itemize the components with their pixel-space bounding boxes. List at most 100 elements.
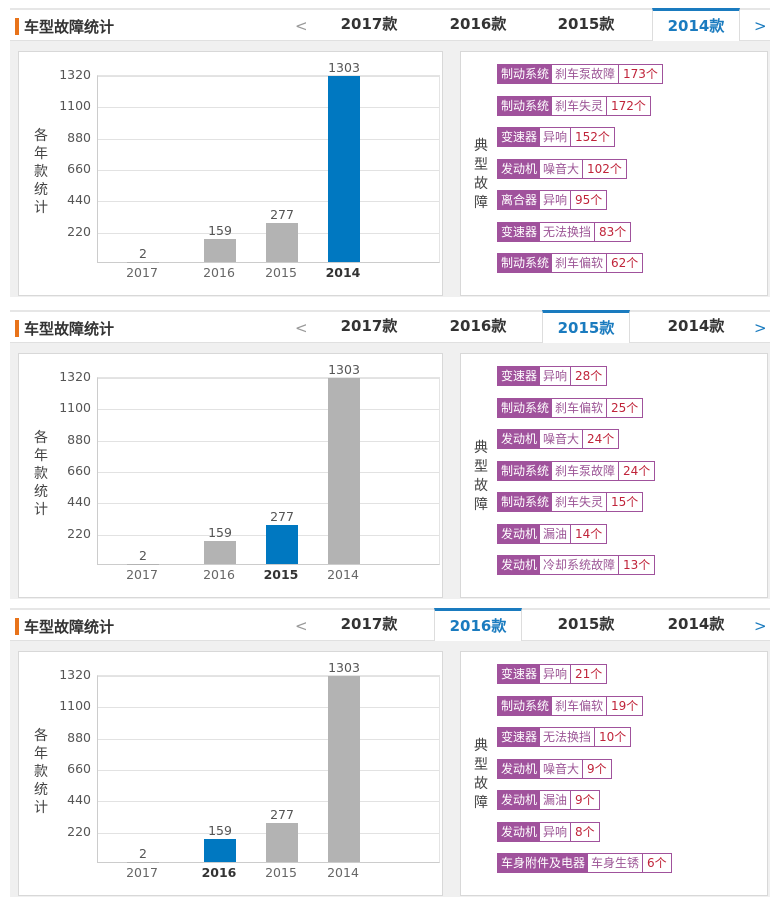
next-arrow-icon[interactable]: > (754, 17, 767, 35)
fault-tag[interactable]: 变速器 异响 152个 (497, 127, 615, 147)
bar-2016[interactable] (204, 541, 236, 564)
bar-2014[interactable] (328, 378, 360, 564)
fault-tag[interactable]: 变速器 无法换挡 10个 (497, 727, 632, 747)
next-arrow-icon[interactable]: > (754, 319, 767, 337)
y-tick-label: 660 (67, 161, 91, 176)
y-tick-label: 1100 (59, 400, 91, 416)
bar-2016[interactable] (204, 839, 236, 862)
bar-2016[interactable] (204, 239, 236, 262)
fault-count: 9个 (583, 759, 611, 778)
fault-tag[interactable]: 发动机 漏油 14个 (497, 523, 608, 544)
x-tick-label: 2015 (263, 567, 299, 582)
fault-symptom: 漏油 (540, 791, 572, 809)
panel-body: 各年款统计 220 440 660 880 1100 1320 2 159 277 1303 2017… (10, 641, 770, 897)
bar-chart: 各年款统计 220 440 660 880 1100 1320 2 159 277 1303 2017… (18, 651, 443, 896)
bar-value-label: 1303 (328, 362, 360, 378)
fault-tag[interactable]: 变速器 异响 28个 (497, 366, 608, 386)
x-tick-label: 2014 (327, 865, 359, 880)
fault-category: 发动机 (498, 430, 541, 448)
faults-title: 典型故障 (474, 440, 488, 513)
fault-count: 19个 (607, 696, 643, 715)
bar-value-label: 2 (139, 547, 147, 563)
fault-tag[interactable]: 制动系统 刹车泵故障 173个 (497, 64, 663, 84)
fault-count: 24个 (583, 430, 619, 448)
fault-tag[interactable]: 车身附件及电器 车身生锈 6个 (497, 853, 672, 873)
fault-symptom: 漏油 (540, 524, 572, 543)
x-tick-label: 2014 (325, 265, 361, 280)
y-tick-label: 880 (67, 129, 91, 145)
gridline (98, 138, 439, 140)
fault-tag[interactable]: 变速器 异响 21个 (497, 664, 608, 684)
tab-year-2017[interactable]: 2017款 (340, 15, 398, 33)
tab-year-2015[interactable]: 2015款 (557, 615, 615, 633)
fault-category: 发动机 (498, 791, 541, 809)
fault-category: 车身附件及电器 (498, 854, 589, 872)
tab-year-2015[interactable]: 2015款 (557, 15, 615, 33)
bar-2015[interactable] (266, 822, 298, 862)
fault-count: 13个 (619, 556, 655, 574)
fault-symptom: 异响 (540, 822, 572, 841)
gridline (98, 503, 439, 505)
prev-arrow-icon[interactable]: < (295, 617, 308, 635)
x-tick-label: 2016 (201, 865, 237, 880)
fault-count: 24个 (619, 461, 655, 480)
fault-category: 制动系统 (498, 96, 553, 115)
fault-tag[interactable]: 制动系统 刹车失灵 15个 (497, 492, 644, 512)
typical-faults-box: 典型故障 变速器 异响 28个 制动系统 刹车偏软 25个 发动机 噪音大 24… (460, 353, 768, 598)
fault-tag[interactable]: 制动系统 刹车偏软 62个 (497, 253, 644, 273)
panel-title: 车型故障统计 (24, 18, 115, 36)
fault-count: 173个 (619, 65, 662, 83)
fault-tag[interactable]: 发动机 噪音大 9个 (497, 758, 612, 779)
bar-2014[interactable] (328, 676, 360, 862)
bar-2015[interactable] (266, 524, 298, 564)
fault-tag[interactable]: 制动系统 刹车偏软 19个 (497, 695, 644, 716)
fault-tag[interactable]: 发动机 异响 8个 (497, 821, 600, 842)
prev-arrow-icon[interactable]: < (295, 319, 308, 337)
tab-year-2016[interactable]: 2016款 (449, 15, 507, 33)
fault-symptom: 噪音大 (540, 159, 584, 178)
bar-value-label: 1303 (328, 60, 360, 76)
fault-tag[interactable]: 制动系统 刹车泵故障 24个 (497, 460, 656, 481)
tab-year-2016[interactable]: 2016款 (449, 317, 507, 335)
gridline (98, 409, 439, 411)
typical-faults-box: 典型故障 变速器 异响 21个 制动系统 刹车偏软 19个 变速器 无法换挡 1… (460, 651, 768, 896)
bar-chart: 各年款统计 220 440 660 880 1100 1320 2 159 277 1303 2017… (18, 51, 443, 296)
tab-year-2014[interactable]: 2014款 (652, 8, 740, 43)
y-tick-label: 1320 (59, 369, 91, 384)
fault-symptom: 刹车失灵 (552, 96, 608, 115)
tab-year-2016[interactable]: 2016款 (434, 608, 522, 643)
fault-count: 102个 (583, 159, 626, 178)
fault-count: 83个 (595, 222, 631, 241)
fault-count: 25个 (607, 398, 643, 417)
fault-tag[interactable]: 制动系统 刹车偏软 25个 (497, 397, 644, 418)
fault-tag[interactable]: 发动机 噪音大 102个 (497, 158, 627, 179)
panel-title: 车型故障统计 (24, 320, 115, 338)
fault-category: 制动系统 (498, 696, 553, 715)
tab-year-2017[interactable]: 2017款 (340, 615, 398, 633)
fault-category: 变速器 (498, 665, 541, 683)
y-axis-title: 各年款统计 (34, 728, 48, 816)
fault-tag[interactable]: 制动系统 刹车失灵 172个 (497, 95, 651, 116)
x-tick-label: 2015 (265, 865, 297, 880)
fault-tag[interactable]: 发动机 冷却系统故障 13个 (497, 555, 656, 575)
tab-year-2014[interactable]: 2014款 (667, 615, 725, 633)
fault-tag[interactable]: 发动机 噪音大 24个 (497, 429, 620, 449)
bar-value-label: 159 (208, 525, 232, 541)
fault-tag[interactable]: 变速器 无法换挡 83个 (497, 221, 632, 242)
next-arrow-icon[interactable]: > (754, 617, 767, 635)
tab-year-2017[interactable]: 2017款 (340, 317, 398, 335)
fault-count: 14个 (571, 524, 607, 543)
fault-category: 发动机 (498, 759, 541, 778)
faults-title: 典型故障 (474, 738, 488, 811)
tab-year-2015[interactable]: 2015款 (542, 310, 630, 345)
y-tick-label: 880 (67, 431, 91, 447)
fault-tag[interactable]: 离合器 异响 95个 (497, 190, 608, 210)
fault-symptom: 刹车偏软 (552, 696, 608, 715)
y-tick-label: 440 (67, 192, 91, 208)
bar-2014[interactable] (328, 76, 360, 262)
fault-category: 制动系统 (498, 65, 553, 83)
prev-arrow-icon[interactable]: < (295, 17, 308, 35)
fault-tag[interactable]: 发动机 漏油 9个 (497, 790, 600, 810)
tab-year-2014[interactable]: 2014款 (667, 317, 725, 335)
bar-2015[interactable] (266, 222, 298, 262)
